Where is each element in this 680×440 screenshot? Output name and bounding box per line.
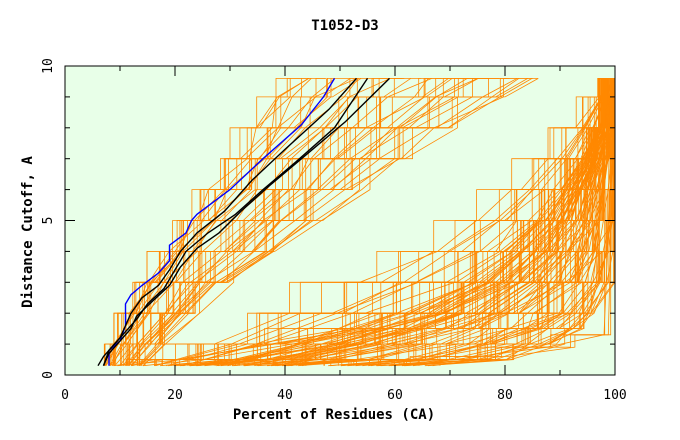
orange-series-line [432,78,616,367]
orange-series-line [380,78,616,367]
y-tick-label: 10 [41,58,56,74]
orange-series-line [409,78,615,366]
orange-series-line [220,78,615,367]
x-tick-label: 20 [167,388,183,403]
orange-series-line [105,78,302,366]
orange-series-line [131,78,488,366]
orange-series-line [328,78,616,367]
x-tick-label: 80 [497,388,513,403]
orange-series-line [162,78,616,366]
orange-series-line [173,78,616,366]
orange-series-line [142,78,528,366]
y-tick-label: 0 [41,371,56,379]
orange-series-line [221,78,615,366]
orange-series-line [323,78,615,366]
orange-series-line [128,78,449,366]
orange-series-line [139,78,539,366]
black-series-line [97,78,369,367]
orange-series-line [153,78,615,367]
black-series-line [102,77,390,366]
y-axis-label: Distance Cutoff, A [20,156,36,308]
orange-series-group [103,78,616,367]
axis-ticks: 0 20 40 60 80 100 0 5 10 [41,58,627,403]
x-tick-label: 60 [387,388,403,403]
orange-series-line [237,78,616,366]
y-tick-label: 5 [41,217,56,225]
orange-series-line [127,78,616,366]
x-tick-label: 100 [603,388,626,403]
highlight-series-group [97,77,390,367]
x-tick-label: 40 [277,388,293,403]
black-series-line [102,77,358,366]
orange-series-line [136,78,518,366]
x-axis-label: Percent of Residues (CA) [233,407,435,423]
x-tick-label: 0 [61,388,69,403]
chart-title: T1052-D3 [311,18,378,34]
